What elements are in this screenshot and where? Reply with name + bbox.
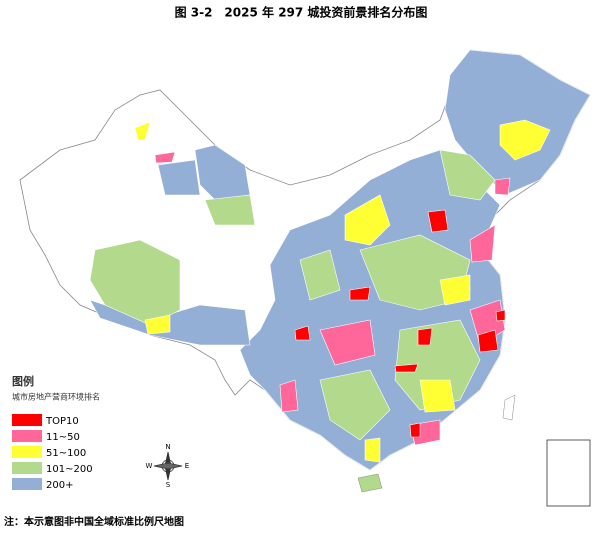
legend-label: 101~200 [46, 464, 93, 475]
legend-label: 200+ [46, 480, 73, 491]
region [427, 209, 449, 233]
compass-needle [153, 462, 183, 470]
region [134, 121, 151, 141]
south-sea-inset [546, 439, 591, 507]
region [279, 379, 299, 413]
compass-label: N [165, 443, 170, 451]
region [394, 363, 419, 373]
island [502, 394, 516, 421]
legend-swatch [12, 478, 42, 490]
legend-swatch [12, 414, 42, 426]
legend-label: TOP10 [45, 416, 79, 427]
legend-swatch [12, 446, 42, 458]
region [154, 151, 176, 164]
map-note: 注：本示意图非中国全域标准比例尺地图 [4, 515, 184, 528]
legend-subtitle: 城市房地产营商环境排名 [12, 392, 100, 402]
legend-label: 51~100 [46, 448, 86, 459]
region [319, 319, 376, 366]
island [357, 473, 383, 493]
region [469, 299, 506, 346]
compass [153, 451, 183, 481]
region [294, 325, 311, 341]
region [495, 309, 506, 322]
legend-swatch [12, 462, 42, 474]
compass-label: S [166, 481, 171, 489]
region [319, 369, 391, 441]
region [394, 319, 481, 411]
legend-label: 11~50 [46, 432, 80, 443]
region [344, 194, 391, 246]
region [469, 224, 496, 263]
region [204, 194, 256, 226]
region [144, 314, 171, 335]
region [494, 177, 511, 196]
legend: TOP10 11~50 51~100 101~200 200+ [12, 414, 93, 491]
region [349, 286, 371, 301]
region [364, 437, 381, 463]
region [299, 249, 341, 301]
map-regions [19, 49, 591, 493]
region [417, 327, 433, 346]
compass-label: E [185, 462, 189, 470]
region [439, 149, 496, 201]
legend-swatch [12, 430, 42, 442]
compass-label: W [146, 462, 153, 470]
region [157, 159, 201, 196]
region [439, 274, 471, 306]
region [409, 422, 421, 438]
legend-title: 图例 [12, 374, 34, 388]
region [419, 379, 456, 413]
region [499, 119, 551, 161]
map-title: 图 3-2 2025 年 297 城投资前景排名分布图 [175, 5, 428, 20]
region [477, 329, 499, 353]
